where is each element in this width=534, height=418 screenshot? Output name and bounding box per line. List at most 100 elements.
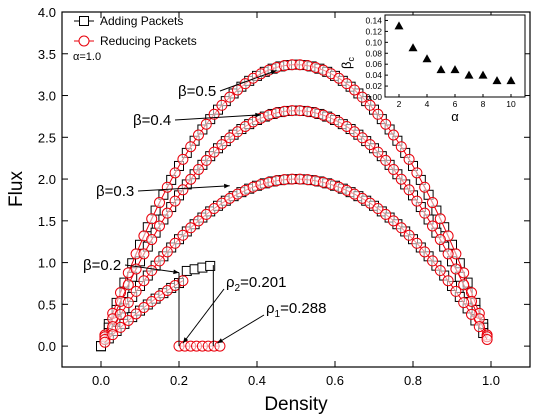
reducing-packets-point	[138, 248, 150, 260]
reducing-packets-point	[442, 248, 454, 260]
reducing-packets-point	[364, 99, 376, 111]
reducing-packets-point	[122, 297, 134, 309]
x-tick-label: 0.4	[248, 373, 266, 388]
rho-symbol: ρ	[266, 300, 275, 317]
reducing-packets-point	[349, 126, 360, 138]
reducing-packets-point	[380, 118, 392, 130]
reducing-packets-point	[200, 154, 212, 166]
reducing-packets-point	[403, 184, 415, 196]
reducing-packets-point	[403, 153, 415, 165]
reducing-packets-point	[356, 91, 368, 103]
inset-y-tick-label: 0.10	[365, 37, 382, 47]
inset-y-tick-label: 0.04	[365, 70, 382, 80]
reducing-packets-point	[388, 129, 399, 141]
inset-x-tick-label: 10	[506, 99, 516, 109]
reducing-packets-point	[403, 229, 415, 241]
reducing-packets-point	[380, 154, 392, 166]
y-tick-label: 3.5	[38, 47, 56, 62]
x-tick-label: 0.2	[170, 373, 188, 388]
reducing-packets-point	[388, 163, 399, 175]
reducing-packets-point	[193, 129, 204, 141]
reducing-packets-point	[224, 91, 236, 103]
reducing-packets-point	[349, 84, 360, 96]
rho-arrowhead	[217, 338, 224, 344]
reducing-packets-point	[200, 118, 212, 130]
x-tick-label: 0.0	[92, 373, 110, 388]
y-tick-label: 2.0	[38, 172, 56, 187]
reducing-packets-point	[169, 167, 181, 179]
y-axis-title: Flux	[6, 171, 27, 207]
reducing-packets-point	[161, 246, 173, 258]
reducing-packets-point	[154, 197, 165, 209]
reducing-packets-point	[185, 222, 197, 234]
x-tick-label: 0.8	[404, 373, 422, 388]
rho-value: =0.201	[240, 274, 286, 291]
rho-label: ρ1=0.288	[266, 300, 326, 320]
beta-arrowhead	[173, 269, 179, 275]
reducing-packets-point	[200, 208, 212, 220]
reducing-packets-point	[138, 302, 150, 314]
main-plot-frame	[61, 11, 531, 368]
reducing-packets-point	[356, 132, 368, 144]
main-plot-marks	[96, 59, 493, 352]
reducing-packets-point	[427, 197, 438, 209]
inset-triangle-point	[478, 70, 488, 79]
rho-symbol: ρ	[226, 274, 235, 291]
legend-marker-adding	[79, 16, 89, 26]
reducing-packets-point	[395, 222, 407, 234]
reducing-packets-point	[458, 279, 470, 291]
reducing-packets-point	[177, 275, 189, 287]
y-tick-label: 4.0	[38, 5, 56, 20]
reducing-packets-point	[450, 263, 462, 275]
reducing-packets-point	[216, 197, 228, 209]
reducing-packets-point	[122, 314, 134, 326]
reducing-packets-point	[146, 234, 158, 246]
rho-subscript: 1	[275, 309, 281, 320]
inset-x-tick-label: 4	[425, 99, 430, 109]
rho-arrow	[217, 314, 265, 344]
inset-triangle-point	[422, 54, 432, 63]
beta-arrow	[219, 70, 277, 92]
legend-label-adding: Adding Packets	[100, 14, 183, 28]
reducing-packets-point	[107, 329, 119, 341]
reducing-packets-point	[458, 297, 470, 309]
reducing-packets-point	[419, 207, 431, 219]
reducing-packets-point	[177, 153, 189, 165]
reducing-packets-point	[161, 207, 173, 219]
reducing-packets-point	[154, 255, 165, 267]
reducing-packets-point	[380, 208, 392, 220]
reducing-packets-point	[138, 275, 150, 287]
reducing-packets-point	[388, 215, 399, 227]
svg-text:βc: βc	[339, 57, 356, 69]
reducing-packets-point	[216, 139, 228, 151]
inset-x-tick-label: 2	[397, 99, 402, 109]
reducing-packets-point	[356, 192, 368, 204]
reducing-packets-point	[193, 215, 204, 227]
beta-arrowhead	[224, 183, 230, 189]
inset-y-tick-label: 0.02	[365, 81, 382, 91]
reducing-packets-point	[372, 146, 384, 158]
reducing-packets-point	[146, 296, 158, 308]
inset-triangle-point	[506, 76, 516, 85]
rho-arrow	[182, 288, 225, 344]
inset-triangle-point	[408, 43, 418, 52]
inset-y-title-sub: c	[346, 57, 356, 62]
reducing-packets-point	[169, 195, 181, 207]
reducing-packets-point	[364, 197, 376, 209]
main-axes: 0.0 0.2 0.4 0.6 0.8 1.0 0.0 0.5 1.0 1.5 2.0 2.5 3.0 3…	[38, 5, 530, 388]
reducing-packets-point	[442, 275, 454, 287]
reducing-packets-point	[450, 285, 462, 297]
rho-arrowhead	[183, 337, 189, 344]
reducing-packets-point	[466, 308, 477, 320]
reducing-packets-point	[130, 263, 142, 275]
beta-arrowhead	[255, 112, 261, 118]
reducing-packets-point	[473, 321, 485, 333]
reducing-packets-point	[419, 181, 431, 193]
inset-y-tick-label: 0.06	[365, 59, 382, 69]
reducing-packets-point	[146, 265, 158, 277]
reducing-packets-point	[411, 167, 423, 179]
y-tick-label: 1.5	[38, 214, 56, 229]
inset-y-tick-label: 0.12	[365, 26, 382, 36]
reducing-packets-point	[122, 279, 134, 291]
